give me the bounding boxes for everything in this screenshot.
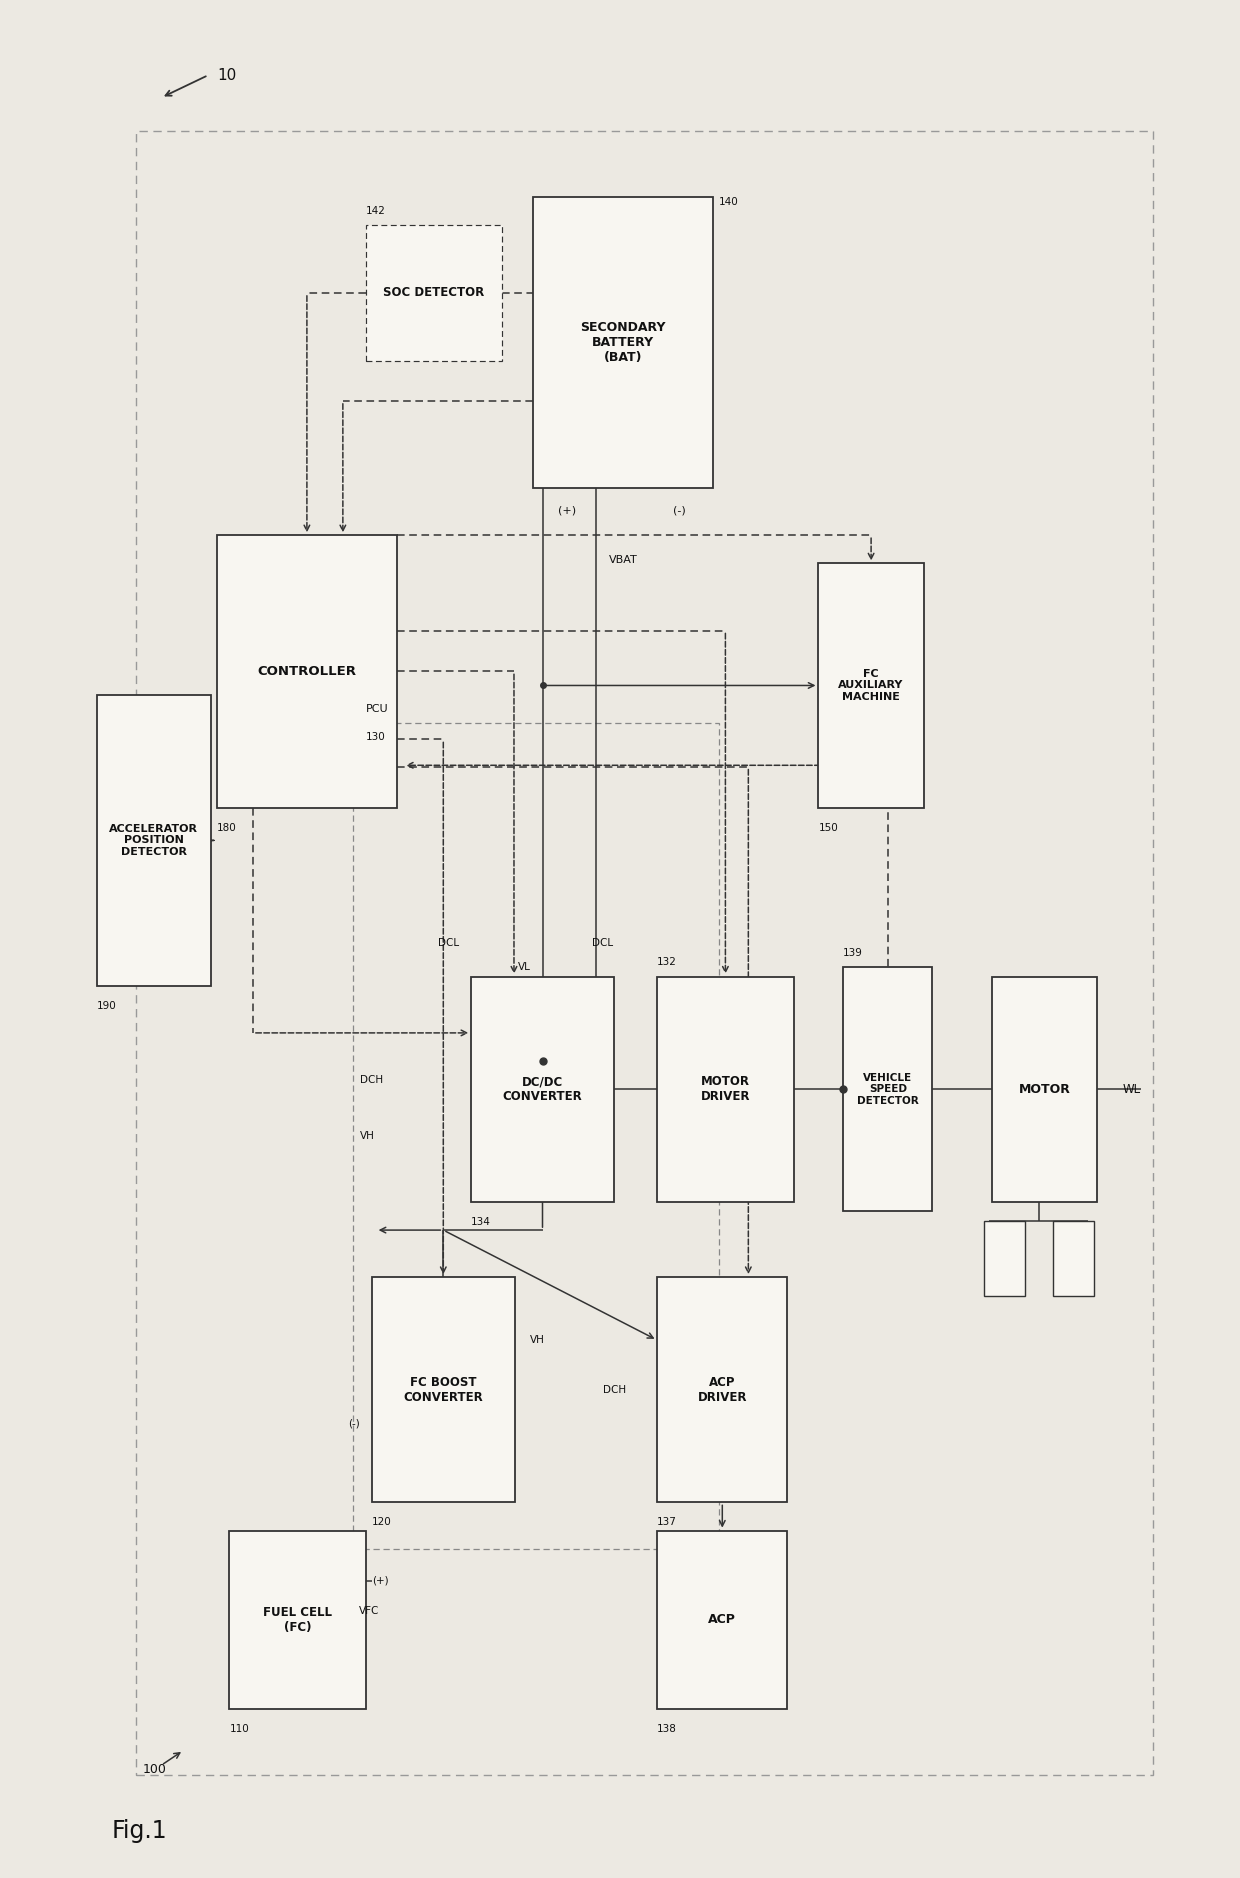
Bar: [818, 563, 924, 808]
Text: (-): (-): [348, 1418, 360, 1429]
Bar: [657, 977, 794, 1202]
Text: 180: 180: [217, 823, 237, 832]
Text: VH: VH: [529, 1335, 544, 1345]
Bar: [217, 535, 397, 808]
Text: VL: VL: [517, 962, 531, 973]
Bar: [366, 225, 502, 361]
Text: (-): (-): [672, 505, 686, 516]
Bar: [843, 967, 932, 1211]
Text: 132: 132: [657, 958, 677, 967]
Text: 139: 139: [843, 948, 863, 958]
Text: 137: 137: [657, 1517, 677, 1527]
Bar: [372, 1277, 515, 1502]
Text: 140: 140: [719, 197, 739, 207]
Text: DCH: DCH: [360, 1074, 383, 1085]
Text: VBAT: VBAT: [609, 554, 637, 565]
Text: WL: WL: [1122, 1084, 1141, 1095]
Bar: [657, 1531, 787, 1709]
Text: 120: 120: [372, 1517, 392, 1527]
Text: MOTOR
DRIVER: MOTOR DRIVER: [701, 1076, 750, 1102]
Bar: [657, 1277, 787, 1502]
Text: 138: 138: [657, 1724, 677, 1733]
Text: 10: 10: [217, 68, 237, 83]
Text: PCU: PCU: [366, 704, 388, 714]
Bar: [229, 1531, 366, 1709]
Text: FUEL CELL
(FC): FUEL CELL (FC): [263, 1606, 332, 1634]
Text: ACP: ACP: [708, 1613, 737, 1626]
Bar: [533, 197, 713, 488]
Text: CONTROLLER: CONTROLLER: [258, 665, 356, 678]
Text: VFC: VFC: [358, 1606, 379, 1615]
Bar: [471, 977, 614, 1202]
Text: DCH: DCH: [603, 1384, 626, 1395]
Text: MOTOR: MOTOR: [1019, 1084, 1070, 1095]
Text: (+): (+): [558, 505, 577, 516]
Text: 110: 110: [229, 1724, 249, 1733]
Text: (+): (+): [372, 1576, 388, 1585]
Text: DCL: DCL: [593, 937, 614, 948]
Text: 130: 130: [366, 732, 386, 742]
Bar: [97, 695, 211, 986]
Bar: [992, 977, 1097, 1202]
Text: ACP
DRIVER: ACP DRIVER: [698, 1377, 746, 1403]
Text: DCL: DCL: [438, 937, 459, 948]
Bar: [1054, 1221, 1095, 1296]
Text: 190: 190: [97, 1001, 117, 1010]
Bar: [353, 723, 719, 1549]
Text: 142: 142: [366, 207, 386, 216]
Text: 100: 100: [143, 1763, 166, 1775]
Text: VEHICLE
SPEED
DETECTOR: VEHICLE SPEED DETECTOR: [857, 1072, 919, 1106]
Text: FC BOOST
CONVERTER: FC BOOST CONVERTER: [403, 1377, 484, 1403]
Text: VH: VH: [360, 1131, 374, 1142]
Text: DC/DC
CONVERTER: DC/DC CONVERTER: [502, 1076, 583, 1102]
Text: 134: 134: [471, 1217, 491, 1226]
Text: SOC DETECTOR: SOC DETECTOR: [383, 287, 485, 299]
Text: FC
AUXILIARY
MACHINE: FC AUXILIARY MACHINE: [838, 669, 904, 702]
Text: ACCELERATOR
POSITION
DETECTOR: ACCELERATOR POSITION DETECTOR: [109, 824, 198, 856]
Text: Fig.1: Fig.1: [112, 1820, 167, 1842]
Bar: [136, 131, 1153, 1775]
Text: SECONDARY
BATTERY
(BAT): SECONDARY BATTERY (BAT): [580, 321, 666, 364]
Bar: [985, 1221, 1024, 1296]
Text: 150: 150: [818, 823, 838, 832]
